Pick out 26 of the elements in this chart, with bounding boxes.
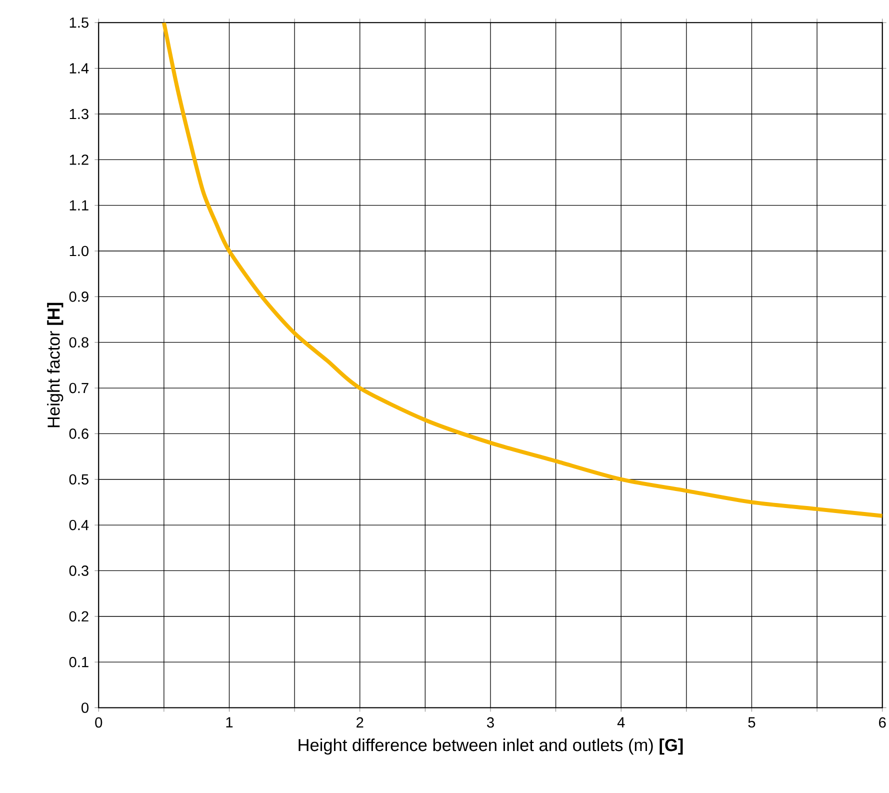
x-tick-label: 3 [486, 717, 494, 728]
line-series [162, 22, 882, 518]
y-axis-title: Height factor [H] [47, 302, 64, 428]
x-tick-label: 0 [95, 717, 102, 728]
y-tick-label: 0.4 [69, 520, 89, 530]
y-tick-label: 1.5 [70, 18, 88, 28]
y-tick-label: 0.2 [69, 611, 88, 622]
y-tick-label: 0.5 [69, 474, 88, 485]
y-tick-label: 0.1 [69, 656, 88, 668]
y-tick-label: 1.4 [70, 63, 89, 74]
y-tick-label: 1.0 [70, 246, 88, 256]
x-tick-label: 6 [879, 717, 886, 728]
x-tick-label: 5 [748, 717, 756, 728]
y-tick-label: 0.8 [69, 337, 88, 348]
y-tick-label: 0.7 [69, 382, 88, 394]
y-tick-label: 0.6 [69, 428, 88, 439]
x-tick-label: 2 [356, 717, 364, 728]
y-tick-label: 0 [82, 702, 88, 713]
x-tick-label: 1 [226, 717, 233, 728]
y-tick-label: 0.9 [69, 292, 88, 302]
y-tick-label: 1.2 [70, 154, 88, 165]
x-axis-title: Height difference between inlet and outlets (m) [G] [298, 738, 683, 755]
y-tick-label: 1.3 [70, 108, 88, 120]
y-tick-label: 1.1 [70, 200, 88, 210]
y-tick-label: 0.3 [69, 566, 88, 576]
x-tick-label: 4 [617, 717, 625, 728]
